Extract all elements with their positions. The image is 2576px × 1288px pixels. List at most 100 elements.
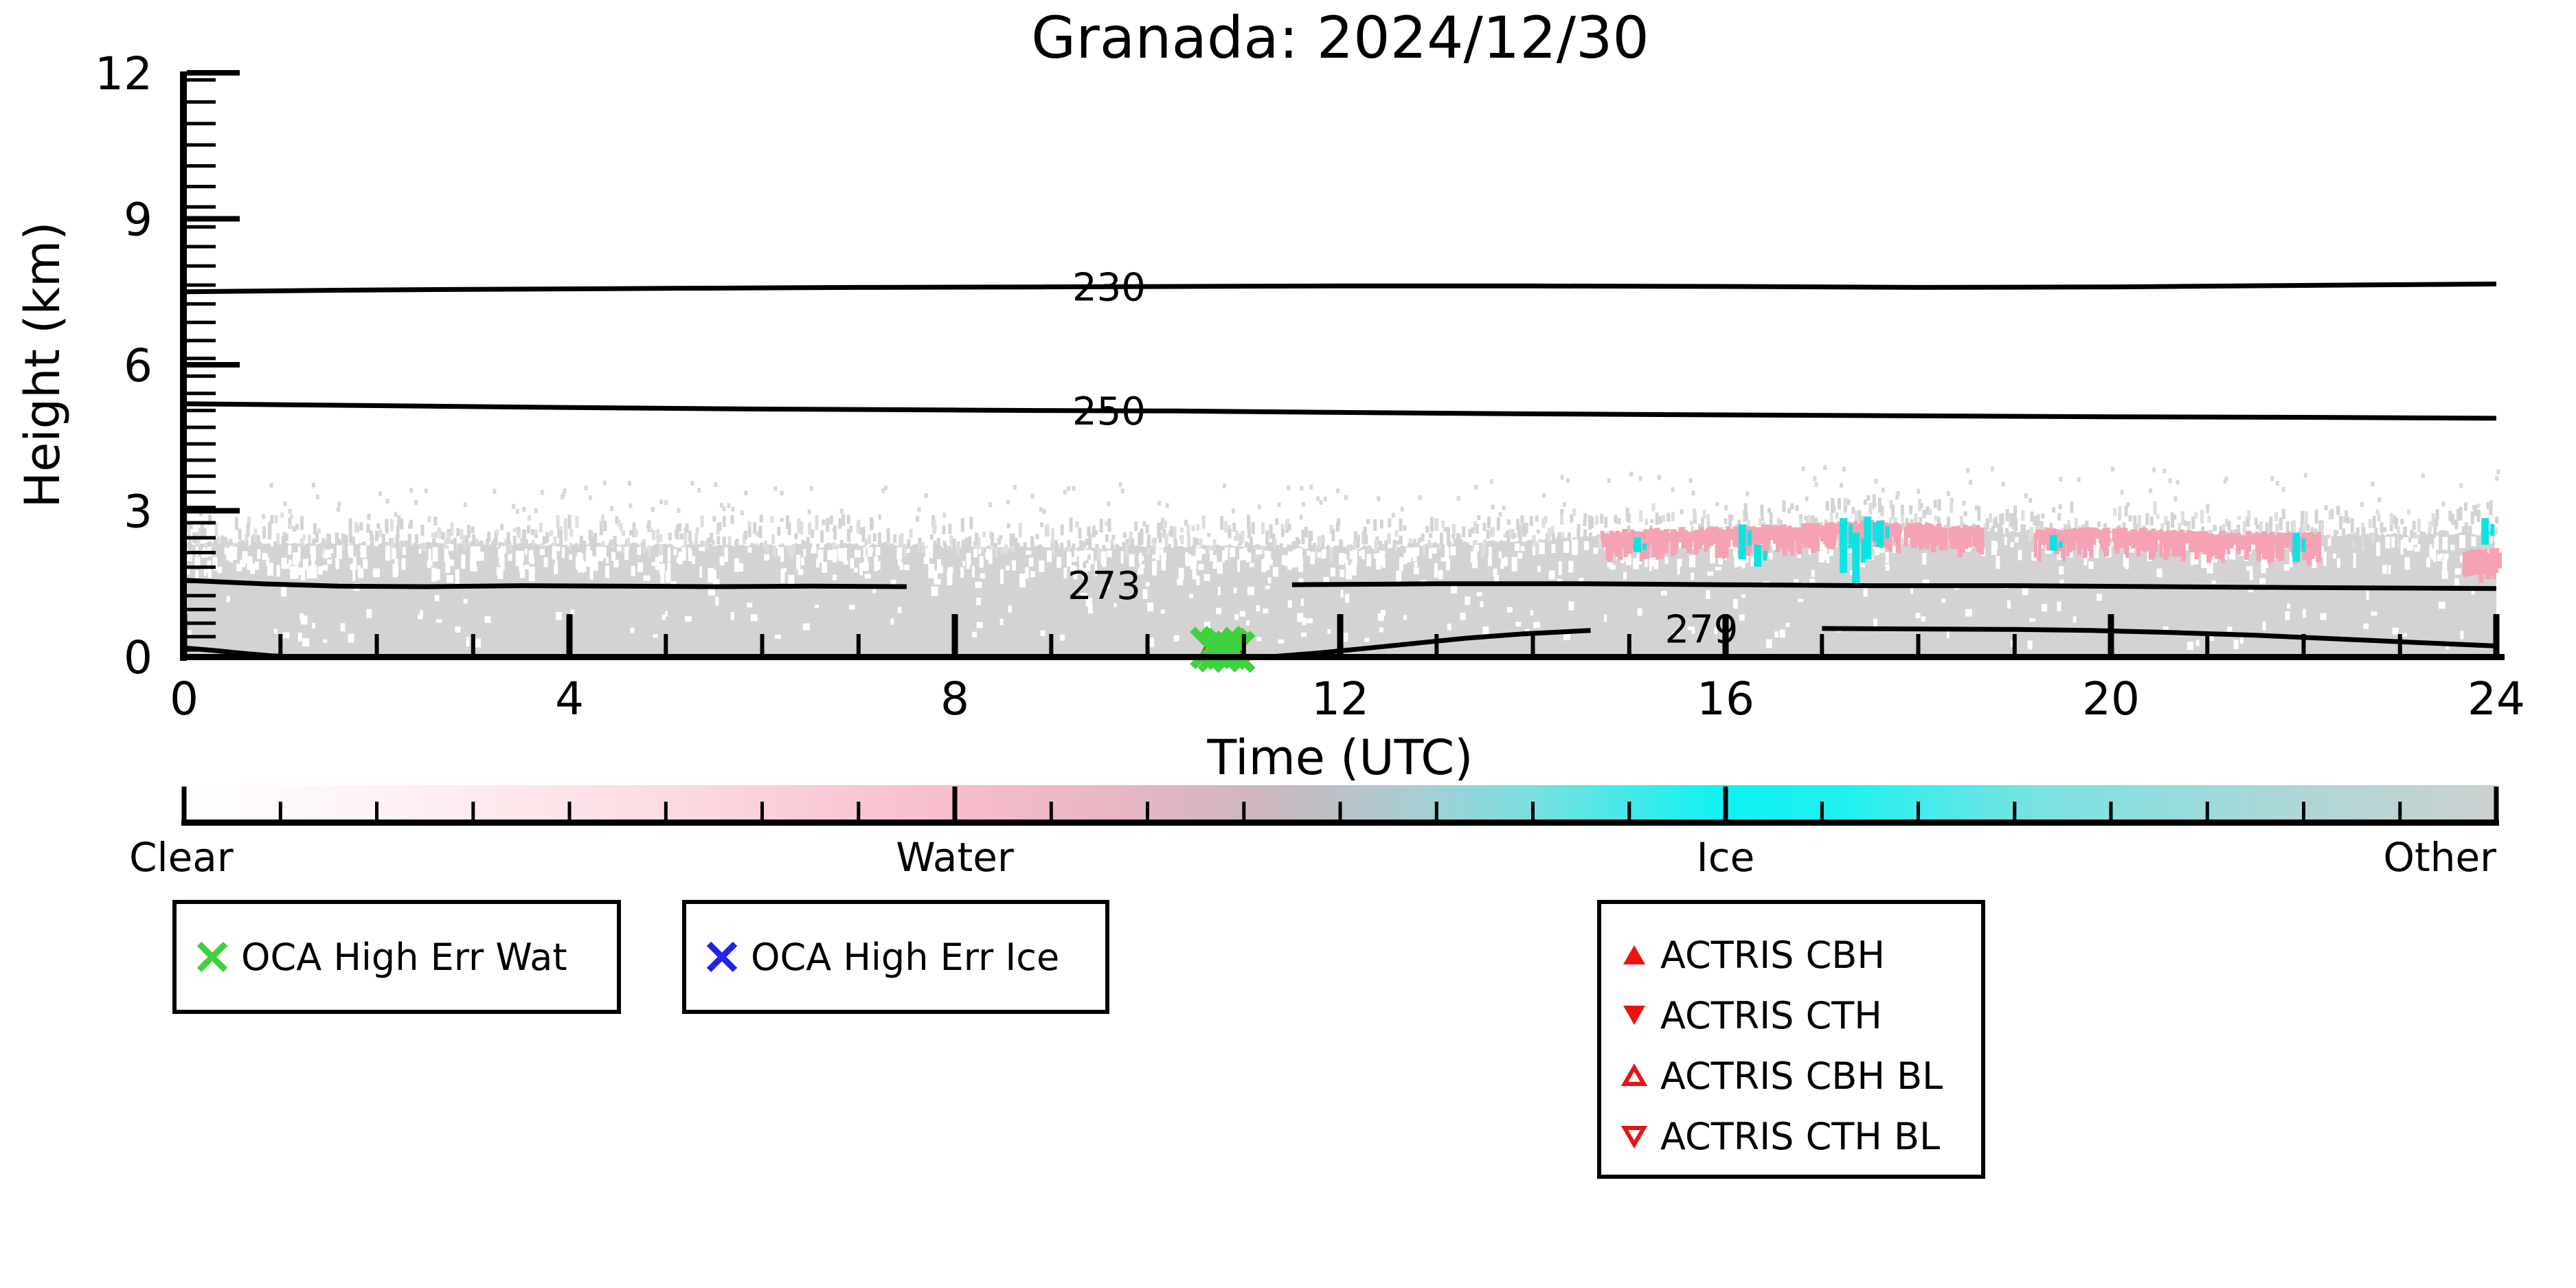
x-minor-tick: [1627, 634, 1631, 657]
legend-oca-high-err-ice: OCA High Err Ice: [682, 900, 1109, 1014]
colorbar-minor-tick: [471, 802, 475, 820]
y-minor-tick: [187, 122, 216, 126]
x-minor-tick: [2397, 634, 2402, 657]
y-minor-tick: [187, 320, 216, 324]
x-minor-tick: [278, 634, 283, 657]
green-x-marker-icon: [194, 939, 230, 975]
x-axis-label: Time (UTC): [1207, 730, 1473, 786]
y-minor-tick: [187, 442, 216, 446]
x-tick-label: 12: [1311, 673, 1369, 725]
y-minor-tick: [187, 474, 216, 478]
temperature-contour-279: [1277, 628, 1591, 659]
y-minor-tick: [187, 409, 216, 413]
x-tick-label: 4: [555, 673, 584, 725]
y-minor-tick: [187, 425, 216, 429]
x-tick-label: 16: [1697, 673, 1754, 725]
x-minor-tick: [760, 634, 765, 657]
y-minor-tick: [187, 357, 216, 361]
y-minor-tick: [187, 264, 216, 268]
x-minor-tick: [856, 634, 861, 657]
y-minor-tick: [187, 594, 216, 598]
x-minor-tick: [1145, 634, 1150, 657]
colorbar-minor-tick: [278, 802, 282, 820]
left-spine: [180, 71, 187, 661]
x-minor-tick: [2205, 634, 2210, 657]
legend-actris-cth-bl: ACTRIS CTH BL: [1619, 1106, 1981, 1166]
y-minor-tick: [187, 565, 216, 569]
y-minor-tick: [187, 205, 216, 209]
y-tick-label: 3: [124, 486, 152, 539]
y-minor-tick: [187, 536, 216, 540]
colorbar-minor-tick: [1146, 802, 1149, 820]
y-tick-label: 0: [124, 631, 152, 684]
y-minor-tick: [187, 607, 216, 611]
x-major-tick: [951, 614, 958, 657]
x-minor-tick: [374, 634, 379, 657]
colorbar-minor-tick: [857, 802, 861, 820]
y-minor-tick: [187, 621, 216, 625]
colorbar-minor-tick: [2398, 802, 2402, 820]
red-triangle-down-filled-icon: [1619, 1000, 1649, 1030]
colorbar-minor-tick: [1338, 802, 1342, 820]
y-minor-tick: [187, 245, 216, 249]
legend-actris-cth: ACTRIS CTH: [1619, 985, 1981, 1046]
x-minor-tick: [2301, 634, 2306, 657]
temperature-contour-273: [183, 578, 907, 589]
colorbar-minor-tick: [1820, 802, 1824, 820]
y-tick-label: 6: [124, 339, 152, 392]
y-minor-tick: [187, 521, 216, 525]
ice-streak: [2481, 518, 2489, 545]
bottom-spine: [180, 654, 2505, 660]
y-minor-tick: [187, 78, 216, 82]
x-major-tick: [566, 614, 573, 657]
contour-label-273: 273: [1067, 564, 1141, 609]
temperature-contour-279: [1822, 626, 2497, 648]
temperature-contour-230: [183, 281, 2497, 295]
legend-actris-cbh-bl: ACTRIS CBH BL: [1619, 1046, 1981, 1106]
legend-oca-high-err-wat: OCA High Err Wat: [172, 900, 621, 1014]
x-minor-tick: [1820, 634, 1824, 657]
y-minor-tick: [187, 458, 216, 462]
colorbar-baseline: [181, 820, 2499, 826]
x-major-tick: [1722, 614, 1729, 657]
y-minor-tick: [187, 100, 216, 104]
tick-labels: 0 3 6 9 12 0 4 8 12 16 20 24: [95, 47, 2525, 725]
ice-streak: [1852, 532, 1860, 587]
y-minor-tick: [187, 164, 216, 168]
colorbar-major-tick: [952, 787, 958, 820]
ice-streak: [1876, 520, 1884, 547]
y-major-tick: [187, 362, 240, 368]
x-tick-label: 20: [2082, 673, 2140, 725]
x-minor-tick: [1241, 634, 1246, 657]
y-minor-tick: [187, 635, 216, 639]
x-minor-tick: [1530, 634, 1535, 657]
colorbar-minor-tick: [1627, 802, 1631, 820]
colorbar-minor-tick: [375, 802, 379, 820]
y-major-tick: [187, 654, 240, 659]
ice-streak: [2292, 532, 2301, 562]
colorbar-minor-tick: [2302, 802, 2305, 820]
x-minor-tick: [1049, 634, 1054, 657]
contour-label-230: 230: [1072, 265, 1146, 310]
x-minor-tick: [2012, 634, 2017, 657]
colorbar-label-clear: Clear: [129, 834, 234, 881]
y-minor-tick: [187, 392, 216, 396]
y-minor-tick: [187, 283, 216, 287]
colorbar-major-tick: [181, 787, 187, 820]
y-major-tick: [187, 70, 240, 76]
x-major-tick: [181, 614, 188, 657]
legend-actris-cth-label: ACTRIS CTH: [1660, 993, 1882, 1037]
x-major-tick: [2108, 614, 2114, 657]
colorbar-minor-tick: [664, 802, 668, 820]
ice-streak: [1864, 517, 1872, 560]
colorbar-minor-tick: [2013, 802, 2017, 820]
x-minor-tick: [664, 634, 668, 657]
y-major-tick: [187, 508, 240, 514]
ice-class-layer: [1634, 517, 2495, 587]
y-minor-tick: [187, 143, 216, 147]
red-triangle-up-filled-icon: [1619, 940, 1649, 970]
x-tick-label: 8: [940, 673, 969, 725]
colorbar-major-tick: [1723, 787, 1728, 820]
